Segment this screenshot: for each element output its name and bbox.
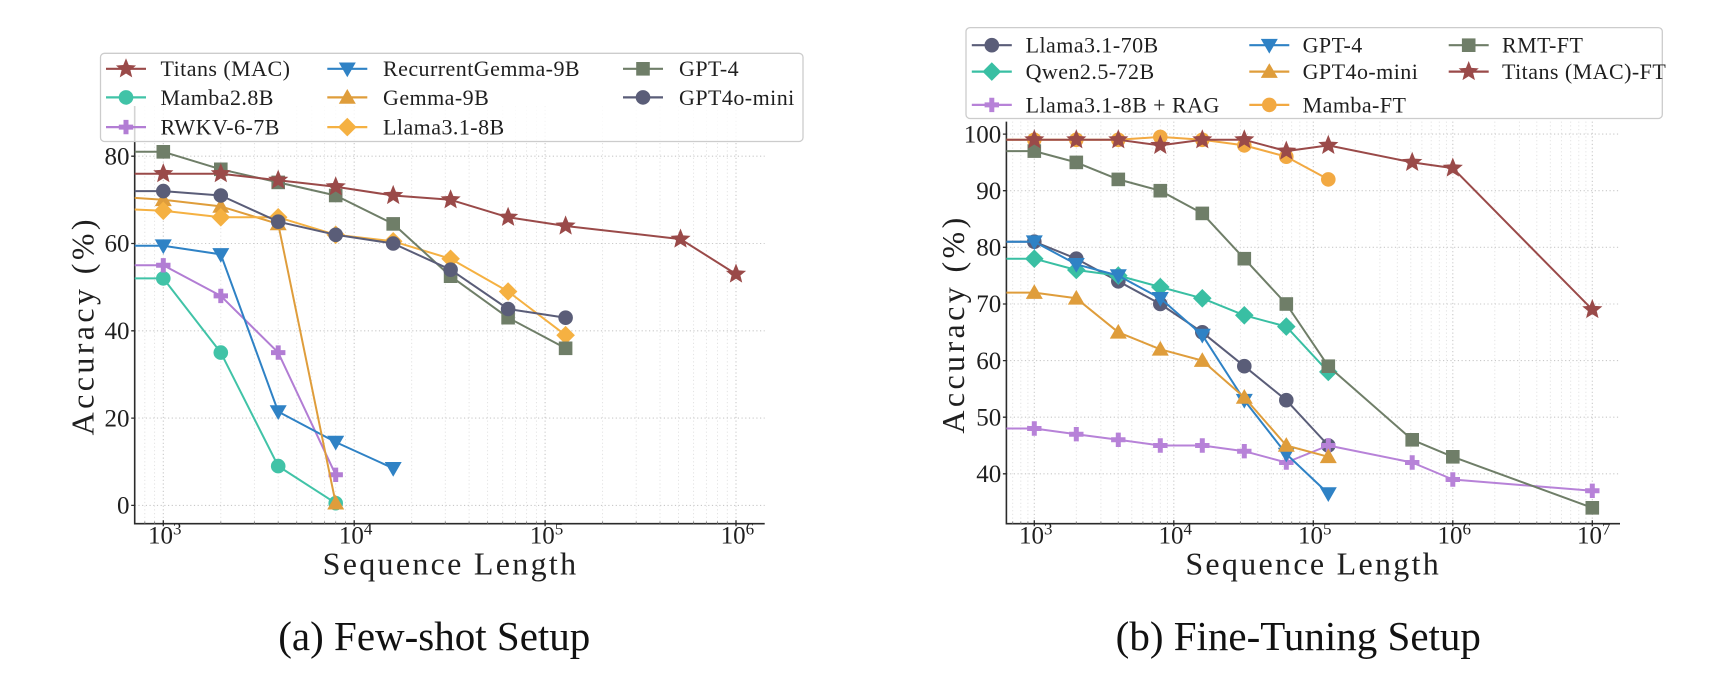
svg-text:RecurrentGemma-9B: RecurrentGemma-9B <box>383 56 580 81</box>
svg-text:GPT-4: GPT-4 <box>679 56 739 81</box>
svg-text:70: 70 <box>976 291 1001 318</box>
svg-text:GPT-4: GPT-4 <box>1303 33 1363 58</box>
svg-text:RMT-FT: RMT-FT <box>1502 33 1583 58</box>
svg-text:Accuracy (%): Accuracy (%) <box>935 214 971 433</box>
svg-text:Llama3.1-8B: Llama3.1-8B <box>383 115 505 140</box>
svg-text:(a) Few-shot Setup: (a) Few-shot Setup <box>278 613 590 659</box>
svg-text:80: 80 <box>105 143 130 170</box>
svg-text:Mamba2.8B: Mamba2.8B <box>161 85 274 110</box>
svg-text:100: 100 <box>964 121 1002 148</box>
svg-text:40: 40 <box>105 318 130 345</box>
svg-text:50: 50 <box>976 404 1001 431</box>
svg-text:40: 40 <box>976 461 1001 488</box>
svg-text:Llama3.1-8B + RAG: Llama3.1-8B + RAG <box>1026 92 1220 117</box>
svg-text:GPT4o-mini: GPT4o-mini <box>679 85 795 110</box>
svg-text:RWKV-6-7B: RWKV-6-7B <box>161 115 280 140</box>
svg-text:Titans (MAC): Titans (MAC) <box>161 56 291 81</box>
svg-text:Titans (MAC)-FT: Titans (MAC)-FT <box>1502 59 1666 84</box>
svg-text:0: 0 <box>117 493 130 520</box>
svg-text:Gemma-9B: Gemma-9B <box>383 85 489 110</box>
svg-text:GPT4o-mini: GPT4o-mini <box>1303 59 1419 84</box>
svg-text:Sequence Length: Sequence Length <box>323 546 579 582</box>
svg-text:105: 105 <box>1298 520 1332 550</box>
svg-text:Sequence Length: Sequence Length <box>1185 546 1441 582</box>
svg-text:(b) Fine-Tuning Setup: (b) Fine-Tuning Setup <box>1116 613 1481 659</box>
svg-text:Mamba-FT: Mamba-FT <box>1303 92 1407 117</box>
svg-text:Qwen2.5-72B: Qwen2.5-72B <box>1026 59 1155 84</box>
svg-text:Llama3.1-70B: Llama3.1-70B <box>1026 33 1159 58</box>
svg-text:60: 60 <box>105 231 130 258</box>
svg-text:60: 60 <box>976 348 1001 375</box>
svg-text:Accuracy (%): Accuracy (%) <box>65 216 101 435</box>
svg-text:20: 20 <box>105 405 130 432</box>
svg-text:80: 80 <box>976 235 1001 262</box>
svg-text:90: 90 <box>976 178 1001 205</box>
